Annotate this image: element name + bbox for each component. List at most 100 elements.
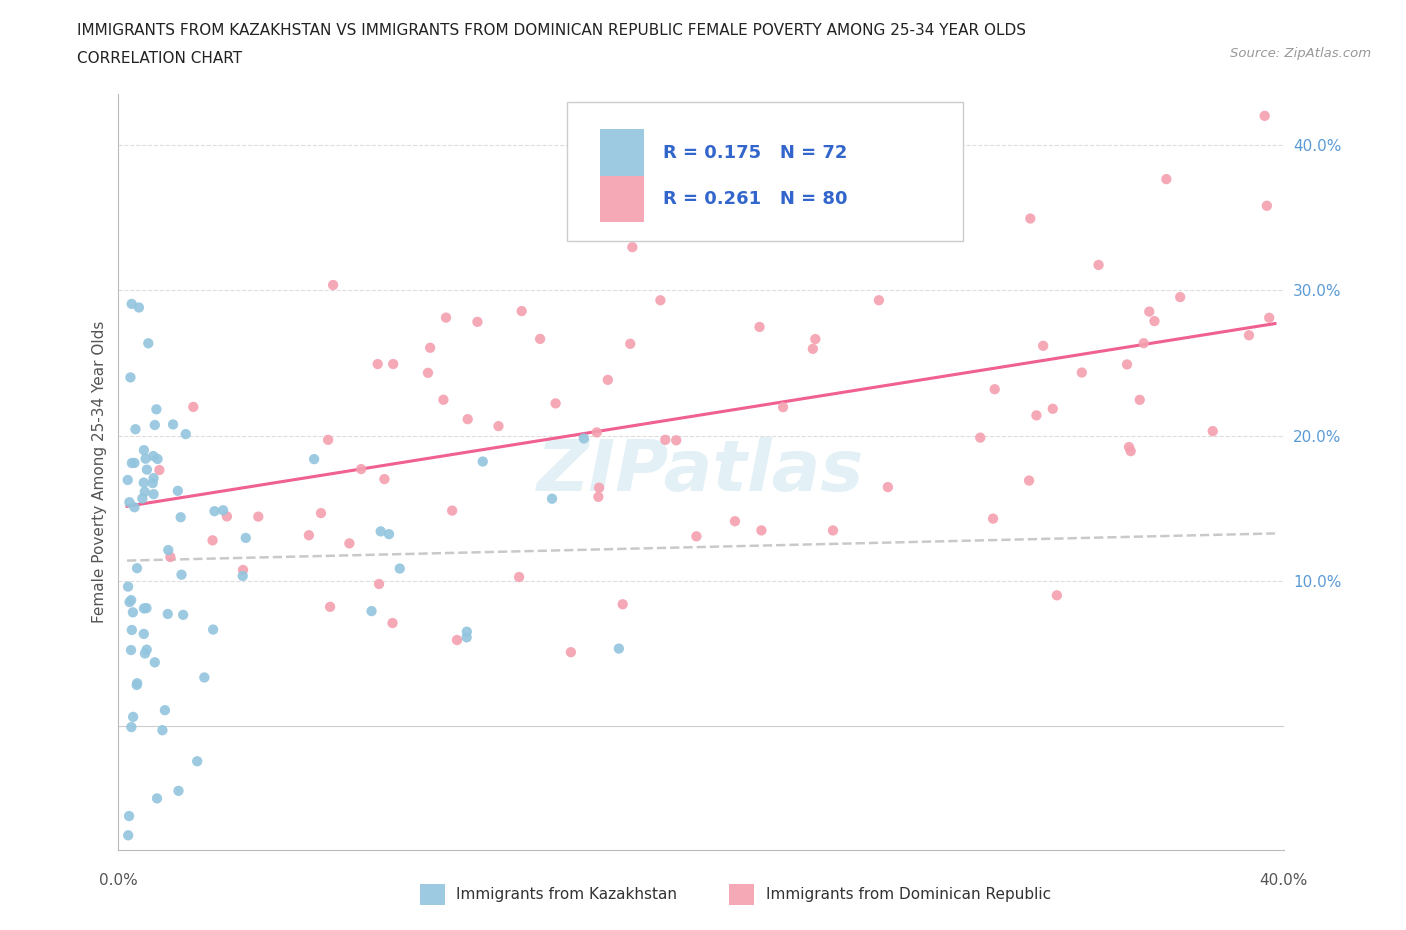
Point <box>868 293 890 308</box>
Point <box>120 643 142 658</box>
Point <box>508 569 530 584</box>
Point <box>124 421 146 436</box>
Point <box>143 655 166 670</box>
Text: Source: ZipAtlas.com: Source: ZipAtlas.com <box>1230 46 1371 60</box>
Point <box>607 641 630 656</box>
Point <box>560 644 582 659</box>
Point <box>456 624 478 639</box>
Point <box>419 340 441 355</box>
Text: 0.0%: 0.0% <box>98 873 138 888</box>
Point <box>1118 440 1140 455</box>
Point <box>620 109 643 124</box>
Point <box>432 392 454 407</box>
Point <box>748 320 770 335</box>
Point <box>117 828 139 843</box>
Point <box>457 412 479 427</box>
Point <box>322 277 344 292</box>
Point <box>162 417 184 432</box>
Point <box>1018 473 1040 488</box>
Point <box>382 356 405 371</box>
Point <box>127 676 149 691</box>
Point <box>143 418 166 432</box>
Text: Immigrants from Kazakhstan: Immigrants from Kazakhstan <box>457 887 678 902</box>
Point <box>247 510 270 525</box>
Point <box>124 456 146 471</box>
Point <box>142 471 165 485</box>
Point <box>724 513 747 528</box>
Point <box>585 425 607 440</box>
Bar <box>730 884 755 905</box>
Point <box>1156 172 1178 187</box>
Point <box>181 400 204 415</box>
Point <box>118 495 141 510</box>
Point <box>541 491 564 506</box>
Point <box>142 486 165 501</box>
Point <box>121 456 143 471</box>
Point <box>170 510 193 525</box>
Point <box>132 443 155 458</box>
Point <box>337 536 360 551</box>
Point <box>1132 336 1154 351</box>
Point <box>821 523 844 538</box>
Point <box>685 529 707 544</box>
Point <box>148 462 170 477</box>
Point <box>1168 289 1191 304</box>
Point <box>1070 365 1092 380</box>
Point <box>152 723 174 737</box>
Point <box>309 506 332 521</box>
Point <box>157 542 180 557</box>
Point <box>193 670 215 684</box>
Point <box>510 304 533 319</box>
Point <box>135 462 157 477</box>
Point <box>132 601 155 616</box>
Text: 40.0%: 40.0% <box>1260 873 1308 888</box>
Point <box>134 485 156 499</box>
Point <box>120 720 142 735</box>
Point <box>1129 392 1152 407</box>
Point <box>120 592 142 607</box>
Point <box>772 400 794 415</box>
Point <box>1019 211 1042 226</box>
Point <box>544 396 567 411</box>
Point <box>122 604 145 619</box>
Point <box>202 622 225 637</box>
Point <box>128 300 150 315</box>
Point <box>215 509 238 524</box>
Point <box>381 616 404 631</box>
Point <box>134 646 156 661</box>
Point <box>122 710 145 724</box>
Point <box>367 356 389 371</box>
Point <box>368 577 391 591</box>
Point <box>117 472 139 487</box>
Point <box>350 461 373 476</box>
Point <box>619 337 641 352</box>
Point <box>170 567 193 582</box>
Point <box>142 475 165 490</box>
Text: R = 0.261   N = 80: R = 0.261 N = 80 <box>662 190 846 208</box>
Point <box>467 314 489 329</box>
Point <box>388 561 411 576</box>
Point <box>1025 408 1047 423</box>
Point <box>612 597 634 612</box>
Bar <box>599 176 644 222</box>
Point <box>588 480 610 495</box>
Point <box>159 550 181 565</box>
Point <box>1237 328 1260 343</box>
Point <box>801 341 824 356</box>
Point <box>120 370 142 385</box>
Point <box>186 754 208 769</box>
Point <box>302 452 325 467</box>
Point <box>981 512 1004 526</box>
Text: CORRELATION CHART: CORRELATION CHART <box>77 51 242 66</box>
Point <box>373 472 395 486</box>
Point <box>1087 258 1109 272</box>
Point <box>121 297 143 312</box>
Point <box>204 504 226 519</box>
Point <box>1116 357 1139 372</box>
Point <box>1046 588 1069 603</box>
Point <box>1032 339 1054 353</box>
Point <box>125 678 148 693</box>
Point <box>983 382 1005 397</box>
FancyBboxPatch shape <box>567 101 963 242</box>
Point <box>1253 109 1275 124</box>
